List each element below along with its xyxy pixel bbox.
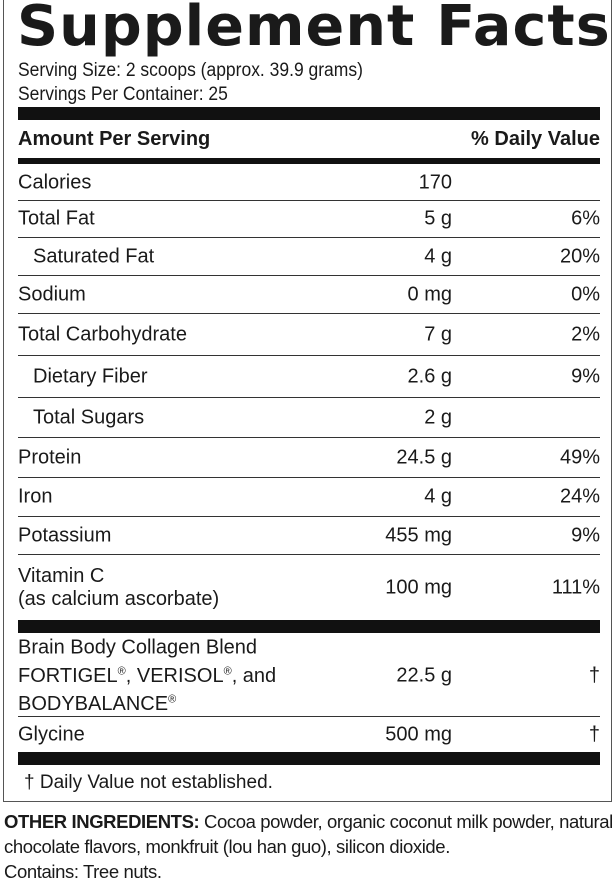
nutrient-amount: 5 g [424,207,452,230]
nutrient-row: Iron 4 g 24% [18,478,600,517]
blend-name: Brain Body Collagen Blend FORTIGEL®, VER… [18,635,276,716]
dv-header: % Daily Value [471,128,600,150]
nutrient-name: Potassium [18,524,112,546]
nutrient-name: Protein [18,446,82,468]
divider-thick [18,620,600,633]
divider-thick [18,107,600,120]
divider-medium [18,158,600,164]
nutrient-amount: 2 g [424,406,452,428]
other-ingredients-label: OTHER INGREDIENTS: [4,811,200,832]
nutrient-row: Dietary Fiber 2.6 g 9% [18,356,600,398]
blend-line: Brain Body Collagen Blend [18,635,258,658]
nutrient-note: (as calcium ascorbate) [18,587,220,610]
nutrient-dv: 24% [559,485,600,508]
nutrient-row: Vitamin C (as calcium ascorbate) 100 mg 111… [18,555,600,620]
nutrient-amount: 170 [418,171,452,193]
nutrient-amount: 500 mg [385,723,452,746]
nutrient-amount: 100 mg [385,576,452,598]
nutrient-row-blend: Brain Body Collagen Blend FORTIGEL®, VER… [18,635,600,717]
supplement-facts-panel [3,0,612,802]
nutrient-row: Saturated Fat 4 g 20% [18,238,600,276]
nutrient-name: Total Sugars [33,406,145,428]
nutrient-name: Total Carbohydrate [18,323,187,345]
blend-line: FORTIGEL®, VERISOL®, and [18,664,277,687]
nutrient-dv: 20% [559,245,600,267]
nutrient-amount: 7 g [424,323,452,345]
nutrient-row: Potassium 455 mg 9% [18,517,600,555]
blend-amount: 22.5 g [396,664,452,686]
nutrient-name: Saturated Fat [33,245,155,267]
nutrient-dv: 9% [571,365,600,387]
serving-size: Serving Size: 2 scoops (approx. 39.9 gra… [18,60,363,81]
nutrient-row: Total Fat 5 g 6% [18,201,600,238]
nutrient-row: Sodium 0 mg 0% [18,276,600,314]
nutrient-name: Sodium [18,283,86,305]
servings-per-container: Servings Per Container: 25 [18,84,228,105]
nutrient-row-glycine: Glycine 500 mg † [18,718,600,752]
nutrient-amount: 2.6 g [407,365,452,387]
nutrient-name: Iron [18,485,53,508]
nutrient-name: Glycine [18,723,85,746]
panel-title: Supplement Facts [17,0,611,59]
nutrient-dv: 111% [551,576,600,598]
column-header: Amount Per Serving % Daily Value [18,128,600,151]
footnote: † Daily Value not established. [24,772,273,793]
nutrient-row: Calories 170 [18,165,600,201]
nutrient-name: Calories [18,171,92,193]
nutrient-name: Dietary Fiber [33,365,148,387]
blend-dv: † [588,664,600,686]
blend-line: BODYBALANCE® [18,693,177,716]
nutrient-row: Total Carbohydrate 7 g 2% [18,314,600,356]
nutrient-amount: 24.5 g [396,446,452,468]
nutrient-name: Total Fat [18,207,95,230]
amount-header: Amount Per Serving [18,128,211,150]
other-ingredients: OTHER INGREDIENTS: Cocoa powder, organic… [4,809,614,884]
nutrient-dv: 9% [571,524,600,546]
nutrient-row: Protein 24.5 g 49% [18,438,600,478]
nutrient-row: Total Sugars 2 g [18,398,600,438]
other-ingredients-text: Cocoa powder, organic coconut milk powde… [4,811,613,857]
nutrient-amount: 4 g [424,245,452,267]
nutrient-dv: 6% [571,207,600,230]
nutrient-dv: 2% [571,323,600,345]
divider-thick [18,752,600,765]
nutrient-amount: 4 g [424,485,452,508]
nutrient-name: Vitamin C (as calcium ascorbate) [18,564,220,610]
nutrient-amount: 455 mg [385,524,452,546]
allergen-statement: Contains: Tree nuts. [4,861,162,882]
nutrient-dv: 49% [559,446,600,468]
nutrient-dv: † [588,723,600,746]
nutrient-dv: 0% [571,283,600,305]
nutrient-amount: 0 mg [407,283,452,305]
